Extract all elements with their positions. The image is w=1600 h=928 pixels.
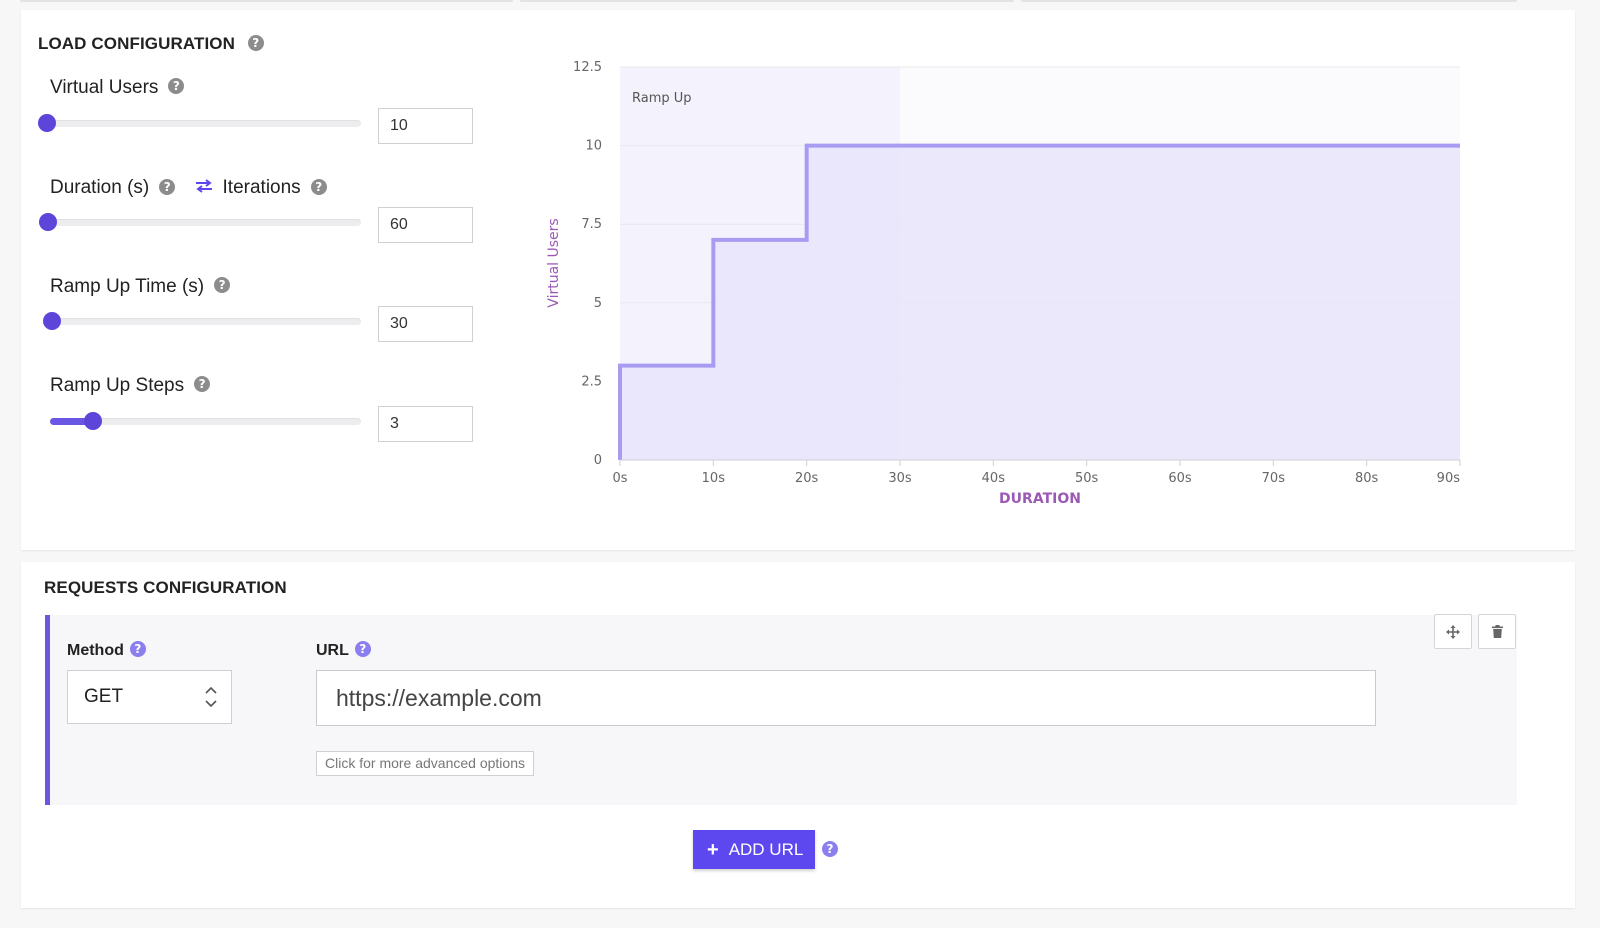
slider-track[interactable] bbox=[48, 219, 361, 226]
y-tick-label: 12.5 bbox=[573, 60, 602, 75]
url-label: URL? bbox=[316, 641, 371, 660]
ramp-up-time-label: Ramp Up Time (s)? bbox=[50, 276, 231, 298]
help-icon[interactable]: ? bbox=[214, 277, 231, 294]
chevron-updown-icon bbox=[205, 686, 217, 708]
ramp-up-steps-slider[interactable] bbox=[50, 412, 361, 430]
help-icon[interactable]: ? bbox=[168, 78, 185, 95]
plus-icon: + bbox=[707, 839, 719, 861]
ramp-up-time-label-text: Ramp Up Time (s) bbox=[50, 276, 205, 297]
url-input[interactable] bbox=[316, 670, 1376, 726]
x-tick-label: 80s bbox=[1355, 471, 1379, 486]
help-icon[interactable]: ? bbox=[247, 35, 264, 52]
slider-track[interactable] bbox=[47, 120, 361, 127]
slider-track[interactable] bbox=[50, 418, 361, 425]
x-axis-label: DURATION bbox=[999, 491, 1081, 507]
duration-input[interactable] bbox=[378, 207, 473, 243]
ramp-up-steps-input[interactable] bbox=[378, 406, 473, 442]
x-axis-ticks: 0s 10s 20s 30s 40s 50s 60s 70s 80s 90s bbox=[612, 460, 1461, 486]
x-tick-label: 90s bbox=[1437, 471, 1461, 486]
duration-slider[interactable] bbox=[39, 213, 361, 231]
series-line-virtual-users bbox=[618, 143, 1460, 460]
y-tick-label: 2.5 bbox=[581, 374, 602, 389]
ramp-up-steps-label-text: Ramp Up Steps bbox=[50, 375, 185, 396]
y-axis-label: Virtual Users bbox=[546, 218, 562, 307]
method-label: Method? bbox=[67, 641, 146, 660]
load-configuration-title-text: LOAD CONFIGURATION bbox=[38, 34, 235, 53]
slider-thumb[interactable] bbox=[84, 412, 102, 430]
help-icon[interactable]: ? bbox=[822, 841, 838, 857]
move-icon bbox=[1446, 624, 1460, 639]
ramp-up-steps-label: Ramp Up Steps? bbox=[50, 375, 211, 397]
virtual-users-label: Virtual Users? bbox=[50, 77, 185, 99]
x-tick-label: 50s bbox=[1075, 471, 1099, 486]
slider-track[interactable] bbox=[52, 318, 361, 325]
x-tick-label: 70s bbox=[1262, 471, 1286, 486]
trash-icon bbox=[1491, 625, 1503, 639]
load-configuration-title: LOAD CONFIGURATION ? bbox=[38, 34, 264, 54]
x-tick-label: 10s bbox=[702, 471, 726, 486]
y-tick-label: 5 bbox=[594, 296, 602, 311]
virtual-users-label-text: Virtual Users bbox=[50, 77, 159, 98]
x-tick-label: 60s bbox=[1168, 471, 1192, 486]
y-tick-label: 7.5 bbox=[581, 217, 602, 232]
top-tab-1[interactable] bbox=[20, 0, 513, 2]
add-url-label: ADD URL bbox=[728, 840, 804, 859]
add-url-button[interactable]: + ADD URL bbox=[693, 830, 815, 869]
x-tick-label: 40s bbox=[982, 471, 1006, 486]
ramp-up-time-slider[interactable] bbox=[43, 312, 361, 330]
x-tick-label: 0s bbox=[612, 471, 627, 486]
move-button[interactable] bbox=[1434, 614, 1472, 649]
y-tick-label: 0 bbox=[594, 453, 602, 468]
swap-icon[interactable] bbox=[195, 177, 213, 199]
delete-button[interactable] bbox=[1478, 614, 1516, 649]
url-label-text: URL bbox=[316, 642, 349, 659]
slider-thumb[interactable] bbox=[38, 114, 56, 132]
x-tick-label: 30s bbox=[888, 471, 912, 486]
method-label-text: Method bbox=[67, 642, 124, 659]
duration-label-text: Duration (s) bbox=[50, 177, 150, 199]
top-tab-strip bbox=[20, 0, 1550, 4]
advanced-options-button[interactable]: Click for more advanced options bbox=[316, 751, 534, 776]
virtual-users-slider[interactable] bbox=[38, 114, 361, 132]
top-tab-2[interactable] bbox=[520, 0, 1014, 2]
ramp-up-annotation: Ramp Up bbox=[632, 91, 692, 106]
slider-thumb[interactable] bbox=[39, 213, 57, 231]
series-area bbox=[620, 145, 1460, 460]
duration-label: Duration (s)? Iterations? bbox=[50, 177, 327, 199]
iterations-label-text[interactable]: Iterations bbox=[222, 177, 301, 199]
help-icon[interactable]: ? bbox=[354, 641, 371, 658]
y-tick-label: 10 bbox=[585, 139, 602, 154]
slider-fill bbox=[50, 418, 94, 425]
method-select[interactable]: GET bbox=[67, 670, 232, 724]
requests-configuration-title: REQUESTS CONFIGURATION bbox=[44, 578, 287, 597]
top-tab-3[interactable] bbox=[1021, 0, 1517, 2]
ramp-up-time-input[interactable] bbox=[378, 306, 473, 342]
help-icon[interactable]: ? bbox=[310, 178, 327, 195]
slider-thumb[interactable] bbox=[43, 312, 61, 330]
help-icon[interactable]: ? bbox=[129, 641, 146, 658]
virtual-users-chart: 0s 10s 20s 30s 40s 50s 60s 70s 80s 90s 0 2.5 5 7.5 10… bbox=[546, 60, 1461, 507]
y-axis-ticks: 0 2.5 5 7.5 10 12.5 bbox=[573, 60, 602, 468]
method-select-value: GET bbox=[84, 686, 124, 707]
help-icon[interactable]: ? bbox=[159, 178, 176, 195]
virtual-users-input[interactable] bbox=[378, 108, 473, 144]
help-icon[interactable]: ? bbox=[194, 376, 211, 393]
x-tick-label: 20s bbox=[795, 471, 819, 486]
